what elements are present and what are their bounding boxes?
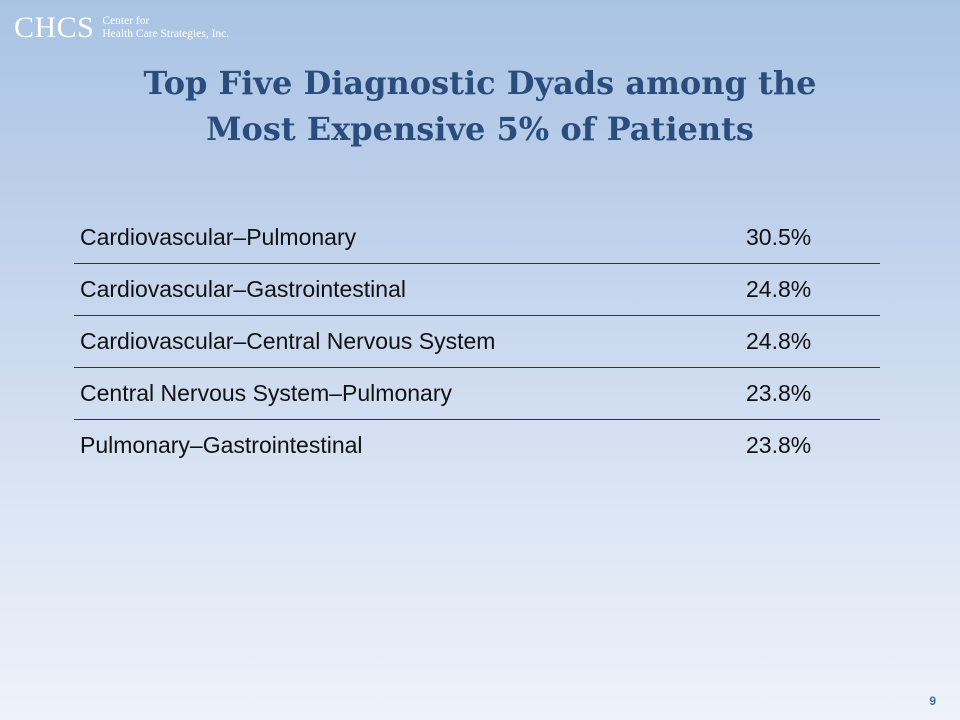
dyad-label: Cardiovascular–Pulmonary [80,224,357,250]
table-row: Cardiovascular–Gastrointestinal 24.8% [74,263,880,316]
logo-line-1: Center for [102,15,150,27]
logo-line-2: Health Care Strategies, Inc. [102,28,230,40]
slide-title-line-1: Top Five Diagnostic Dyads among the [143,64,817,102]
dyad-percentage: 23.8% [740,419,880,471]
logo-org-name: Center for Health Care Strategies, Inc. [102,15,229,41]
dyad-percentage: 23.8% [740,367,880,420]
dyad-percentage: 24.8% [740,263,880,316]
table-row: Central Nervous System–Pulmonary 23.8% [74,367,880,420]
dyads-table: Cardiovascular–Pulmonary 30.5% Cardiovas… [74,212,880,471]
page-number: 9 [929,694,936,708]
chcs-logo: CHCS Center for Health Care Strategies, … [14,8,229,48]
table-row: Cardiovascular–Central Nervous System 24… [74,315,880,368]
dyad-label: Central Nervous System–Pulmonary [74,367,740,420]
dyad-label: Cardiovascular–Gastrointestinal [74,263,740,316]
slide-title: Top Five Diagnostic Dyads among the Most… [40,60,920,152]
slide-title-line-2: Most Expensive 5% of Patients [206,110,754,148]
dyad-label: Cardiovascular–Central Nervous System [74,315,740,368]
logo-mark: CHCS [14,11,95,44]
dyad-label: Pulmonary–Gastrointestinal [74,419,740,471]
table-row: Cardiovascular–Pulmonary 30.5% [74,212,880,264]
dyad-percentage: 24.8% [740,315,880,368]
table-row: Pulmonary–Gastrointestinal 23.8% [74,419,880,471]
dyad-percentage: 30.5% [746,224,812,250]
